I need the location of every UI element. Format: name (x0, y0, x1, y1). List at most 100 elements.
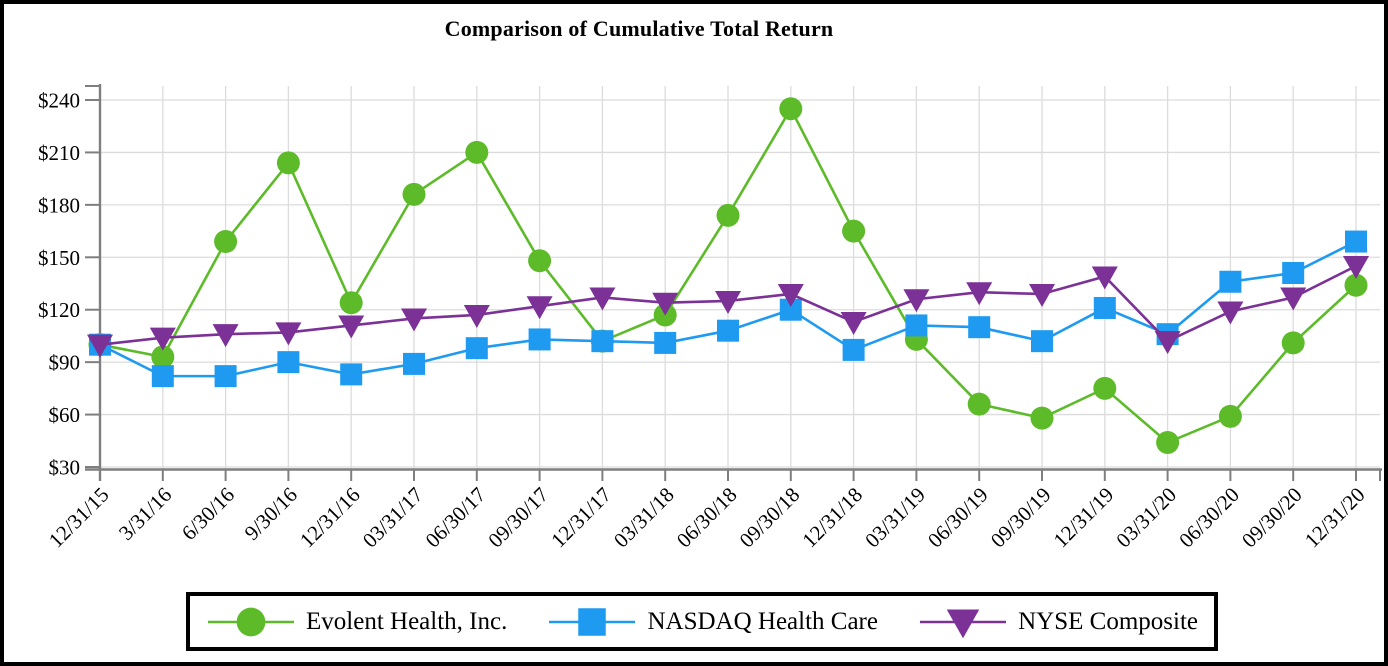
marker-triangle-down-icon (1154, 331, 1181, 355)
x-tick-label: 09/30/19 (986, 483, 1056, 553)
y-tick-label: $120 (38, 298, 80, 322)
marker-square-icon (578, 607, 607, 636)
marker-square-icon (340, 363, 363, 386)
marker-circle-icon (967, 392, 991, 416)
chart-title: Comparison of Cumulative Total Return (444, 16, 834, 41)
marker-circle-icon (779, 97, 803, 121)
x-tick-label: 12/31/19 (1049, 483, 1119, 553)
marker-circle-icon (1344, 273, 1368, 297)
x-tick-label: 03/31/17 (358, 483, 428, 553)
marker-triangle-down-icon (777, 283, 804, 307)
marker-circle-icon (716, 203, 740, 227)
x-tick-label: 06/30/17 (421, 483, 491, 553)
marker-triangle-down-icon (1029, 283, 1055, 307)
x-tick-label: 12/31/16 (295, 483, 365, 553)
x-tick-label: 12/31/20 (1300, 483, 1370, 553)
marker-square-icon (214, 365, 237, 388)
marker-circle-icon (339, 291, 363, 315)
x-tick-label: 09/30/20 (1237, 483, 1307, 553)
x-tick-label: 06/30/19 (923, 483, 993, 553)
marker-circle-icon (236, 607, 266, 636)
marker-square-icon (1219, 270, 1242, 293)
marker-square-icon (528, 328, 551, 351)
marker-triangle-down-icon (526, 296, 553, 320)
marker-square-icon (968, 316, 991, 339)
y-tick-label: $210 (38, 141, 80, 165)
marker-circle-icon (842, 219, 866, 243)
marker-circle-icon (151, 345, 175, 369)
x-tick-label: 9/30/16 (240, 483, 302, 545)
marker-circle-icon (465, 140, 489, 164)
x-tick-label: 03/31/19 (860, 483, 930, 553)
legend-item-evolent-health-inc: Evolent Health, Inc. (206, 604, 507, 640)
marker-circle-icon (1093, 376, 1117, 400)
green-circle-line-icon (208, 607, 294, 636)
x-tick-label: 12/31/18 (797, 483, 867, 553)
marker-triangle-down-icon (87, 334, 113, 358)
marker-triangle-down-icon (715, 290, 741, 314)
y-axis-tick-labels: $30 $60 $90 $120 $150 $180 $210 $240 (38, 89, 80, 480)
legend-label-nasdaq-health-care: NASDAQ Health Care (647, 607, 878, 635)
marker-square-icon (277, 351, 300, 374)
marker-square-icon (151, 365, 174, 388)
marker-triangle-down-icon (212, 324, 239, 348)
x-tick-label: 6/30/16 (177, 483, 239, 545)
marker-triangle-down-icon (589, 287, 616, 311)
marker-circle-icon (276, 151, 300, 175)
legend-item-nyse-composite: NYSE Composite (918, 604, 1198, 640)
marker-square-icon (654, 331, 677, 354)
marker-circle-icon (402, 182, 426, 206)
marker-triangle-down-icon (1280, 287, 1307, 311)
marker-square-icon (403, 352, 425, 375)
marker-triangle-down-icon (1343, 256, 1369, 280)
series-nyse-composite (87, 256, 1369, 358)
marker-circle-icon (1030, 406, 1054, 430)
marker-circle-icon (1218, 404, 1242, 428)
marker-square-icon (905, 314, 928, 337)
marker-circle-icon (214, 230, 238, 254)
x-tick-label: 12/31/17 (546, 483, 616, 553)
chart-legend: Evolent Health, Inc. NASDAQ Health Care … (186, 592, 1218, 651)
marker-square-icon (1282, 262, 1305, 285)
marker-triangle-down-icon (463, 304, 490, 328)
marker-square-icon (465, 337, 488, 360)
y-tick-label: $180 (38, 193, 80, 217)
x-tick-label: 06/30/20 (1174, 483, 1244, 553)
gridlines (99, 86, 1380, 470)
x-tick-label: 03/31/18 (609, 483, 679, 553)
marker-circle-icon (1156, 431, 1180, 455)
y-tick-label: $240 (38, 89, 80, 113)
marker-triangle-down-icon (1091, 266, 1118, 290)
marker-square-icon (591, 330, 614, 353)
marker-square-icon (717, 319, 739, 342)
x-tick-label: 09/30/18 (735, 483, 805, 553)
marker-circle-icon (1281, 331, 1305, 355)
x-tick-label: 06/30/18 (672, 483, 742, 553)
marker-triangle-down-icon (840, 311, 867, 335)
legend-item-nasdaq-health-care: NASDAQ Health Care (547, 604, 878, 640)
blue-square-line-icon (549, 607, 636, 636)
x-tick-label: 12/31/15 (44, 483, 114, 553)
marker-triangle-down-icon (946, 609, 980, 638)
marker-triangle-down-icon (275, 322, 302, 346)
marker-triangle-down-icon (966, 282, 993, 306)
marker-triangle-down-icon (652, 292, 679, 316)
x-tick-label: 09/30/17 (483, 483, 553, 553)
legend-label-evolent-health-inc: Evolent Health, Inc. (306, 607, 508, 635)
legend-label-nyse-composite: NYSE Composite (1018, 607, 1198, 635)
marker-square-icon (1345, 230, 1367, 253)
y-tick-label: $60 (49, 403, 81, 427)
marker-triangle-down-icon (1217, 301, 1244, 325)
purple-triangle-line-icon (920, 609, 1007, 638)
x-tick-label: 3/31/16 (114, 483, 176, 545)
x-axis-tick-labels: 12/31/15 3/31/16 6/30/16 9/30/1612/31/1603/… (44, 483, 1370, 553)
y-tick-label: $90 (49, 351, 81, 375)
marker-square-icon (842, 338, 865, 361)
marker-triangle-down-icon (338, 315, 365, 339)
marker-triangle-down-icon (149, 327, 176, 351)
marker-square-icon (779, 298, 802, 321)
marker-triangle-down-icon (401, 308, 427, 332)
y-tick-label: $150 (38, 246, 80, 270)
